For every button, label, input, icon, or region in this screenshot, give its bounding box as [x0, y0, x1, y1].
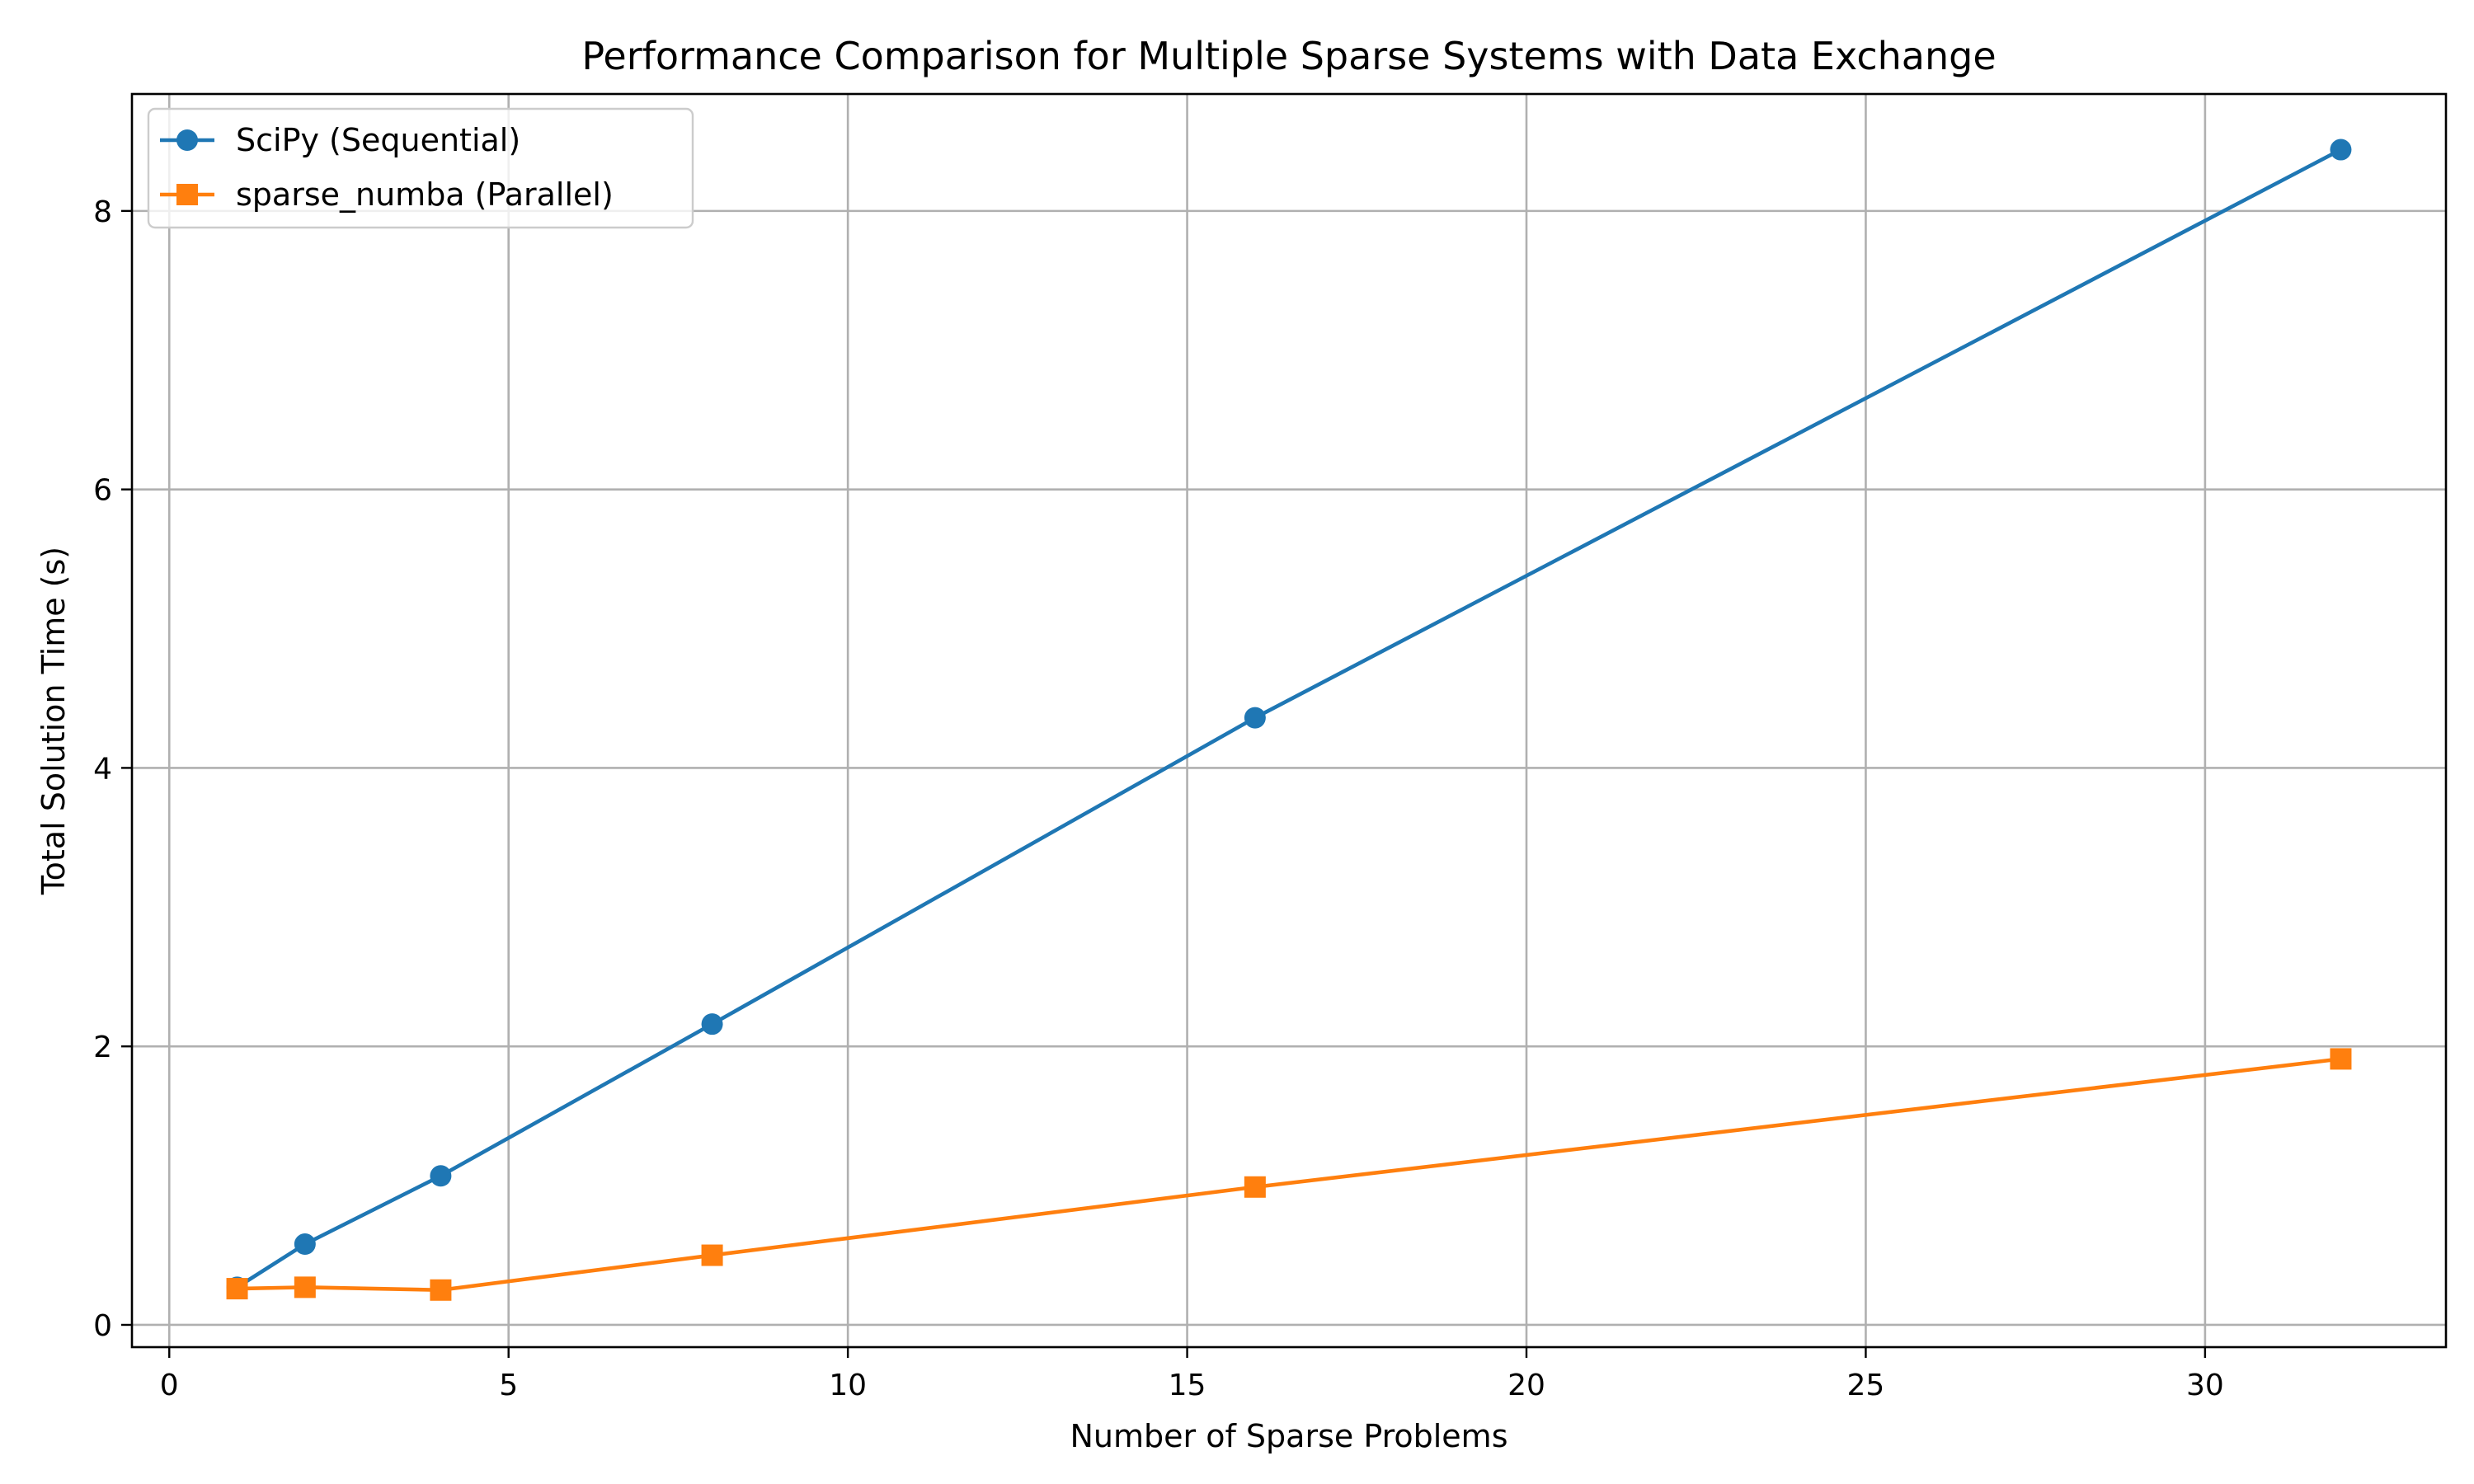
x-tick-label: 0 — [160, 1369, 179, 1402]
plot-frame — [130, 92, 2448, 1349]
ticks: 0 5 10 15 20 25 30 0 2 4 6 8 — [93, 195, 2224, 1402]
data-point — [701, 1244, 723, 1266]
chart-title: Performance Comparison for Multiple Spar… — [581, 34, 1996, 78]
series-2 — [226, 1048, 2352, 1301]
x-tick-label: 10 — [829, 1369, 867, 1402]
y-tick-label: 2 — [93, 1031, 112, 1064]
legend-marker — [176, 129, 198, 151]
data-point — [2330, 139, 2352, 161]
series-line — [237, 1057, 2341, 1293]
legend-entries: SciPy (Sequential) sparse_numba (Parallel… — [160, 122, 614, 213]
data-point — [294, 1276, 316, 1298]
legend-item: SciPy (Sequential) — [160, 122, 520, 158]
data-point — [1244, 1176, 1266, 1198]
x-tick-label: 20 — [1507, 1369, 1545, 1402]
x-tick-label: 15 — [1169, 1369, 1206, 1402]
data-point — [430, 1165, 452, 1187]
data-point — [701, 1013, 723, 1036]
y-tick-label: 8 — [93, 195, 112, 229]
x-tick-label: 30 — [2186, 1369, 2224, 1402]
grid — [132, 94, 2446, 1347]
data-point — [226, 1278, 248, 1300]
series-line — [236, 148, 2342, 1289]
y-tick-label: 4 — [93, 752, 112, 786]
x-axis-label: Number of Sparse Problems — [1070, 1418, 1508, 1454]
data-point — [430, 1279, 452, 1301]
legend-box — [147, 107, 694, 229]
legend-label: SciPy (Sequential) — [236, 122, 520, 158]
series-layer — [226, 139, 2352, 1301]
data-point — [294, 1233, 316, 1256]
y-tick-label: 6 — [93, 474, 112, 508]
x-tick-label: 5 — [499, 1369, 518, 1402]
data-point — [1244, 707, 1266, 729]
legend-item: sparse_numba (Parallel) — [160, 176, 614, 213]
legend-marker — [176, 184, 198, 205]
legend-label: sparse_numba (Parallel) — [236, 176, 614, 213]
y-axis-label: Total Solution Time (s) — [35, 547, 72, 895]
y-tick-label: 0 — [93, 1309, 112, 1343]
legend: SciPy (Sequential) sparse_numba (Parallel… — [147, 107, 694, 229]
x-tick-label: 25 — [1847, 1369, 1885, 1402]
data-point — [2330, 1048, 2352, 1070]
